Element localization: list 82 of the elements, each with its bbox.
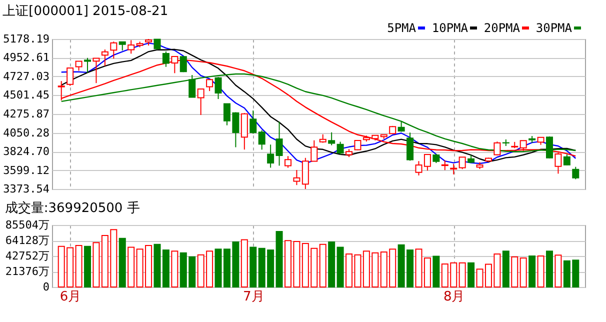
candlestick [128, 40, 135, 54]
candlestick [92, 58, 100, 84]
candlestick [328, 132, 336, 146]
chart-title: 上证[000001] 2015-08-21 [2, 4, 168, 19]
bar [276, 231, 283, 288]
bar [502, 250, 510, 288]
legend-label: 10PMA [432, 21, 469, 35]
bar [537, 255, 544, 288]
candlestick [197, 88, 204, 116]
y-tick-label: 4050.28 [3, 126, 50, 140]
candlestick [406, 132, 414, 162]
candlestick [110, 41, 118, 60]
bar [468, 262, 475, 288]
candlestick [432, 153, 440, 164]
legend-label: 5PMA [387, 21, 417, 35]
bar [92, 242, 100, 288]
y-tick-label: 3824.70 [3, 145, 50, 158]
bar [240, 239, 248, 288]
bar [520, 257, 527, 288]
bar [250, 246, 257, 288]
y-tick-label: 3373.54 [3, 182, 50, 196]
bar [162, 250, 170, 288]
bar [128, 246, 135, 288]
candlestick [250, 110, 257, 134]
bar [432, 256, 440, 288]
candlestick [101, 48, 108, 66]
bar [84, 246, 92, 288]
candlestick [284, 156, 292, 168]
candlestick [258, 130, 266, 150]
chart-title: 成交量:369920500 手 [4, 200, 140, 216]
bar [336, 246, 344, 288]
bar [528, 255, 536, 288]
candlestick [154, 38, 161, 50]
x-tick-label: 7月 [242, 290, 264, 304]
candlestick [162, 50, 170, 68]
candlestick [415, 160, 422, 176]
y-tick-label: 4275.87 [3, 108, 50, 120]
candlestick [520, 140, 527, 152]
y-tick-label: 64128万 [5, 234, 50, 247]
bar [424, 257, 431, 288]
candlestick [180, 56, 187, 73]
bar [415, 248, 422, 288]
candlestick [424, 154, 431, 172]
candlestick [84, 57, 92, 74]
candlestick [206, 78, 214, 92]
candlestick [240, 112, 248, 150]
candlestick [458, 156, 466, 170]
y-tick-label: 4952.61 [3, 51, 50, 64]
bar [511, 256, 518, 288]
y-tick-label: 21376万 [5, 265, 50, 278]
bar [319, 244, 326, 288]
candlestick [214, 76, 222, 100]
y-tick-label: 0 [42, 280, 50, 294]
candlestick [75, 60, 82, 72]
bar [554, 254, 562, 288]
candlestick [398, 121, 405, 132]
candlestick [563, 154, 570, 166]
bar [328, 242, 336, 288]
legend-label: 30PMA [536, 21, 573, 35]
bar [75, 244, 82, 288]
bar [546, 250, 553, 288]
y-tick-label: 42752万 [5, 250, 50, 262]
y-tick-label: 3599.12 [3, 164, 50, 177]
legend-label: 20PMA [484, 21, 521, 35]
bar [458, 262, 466, 288]
candlestick [336, 141, 344, 156]
candlestick [66, 68, 74, 86]
y-tick-label: 5178.19 [3, 32, 50, 46]
x-tick-label: 8月 [443, 290, 465, 304]
bar [118, 238, 126, 288]
candlestick [276, 121, 283, 166]
candlestick [293, 170, 300, 186]
x-tick-label: 6月 [60, 290, 82, 304]
bar [154, 244, 161, 288]
candlestick [267, 144, 274, 168]
candlestick [441, 160, 448, 171]
y-tick-label: 85504万 [5, 218, 50, 232]
bar [171, 250, 178, 288]
y-tick-label: 4727.03 [3, 70, 50, 83]
y-tick-label: 4501.45 [3, 88, 50, 102]
candlestick [572, 166, 580, 180]
candlestick [450, 163, 458, 175]
